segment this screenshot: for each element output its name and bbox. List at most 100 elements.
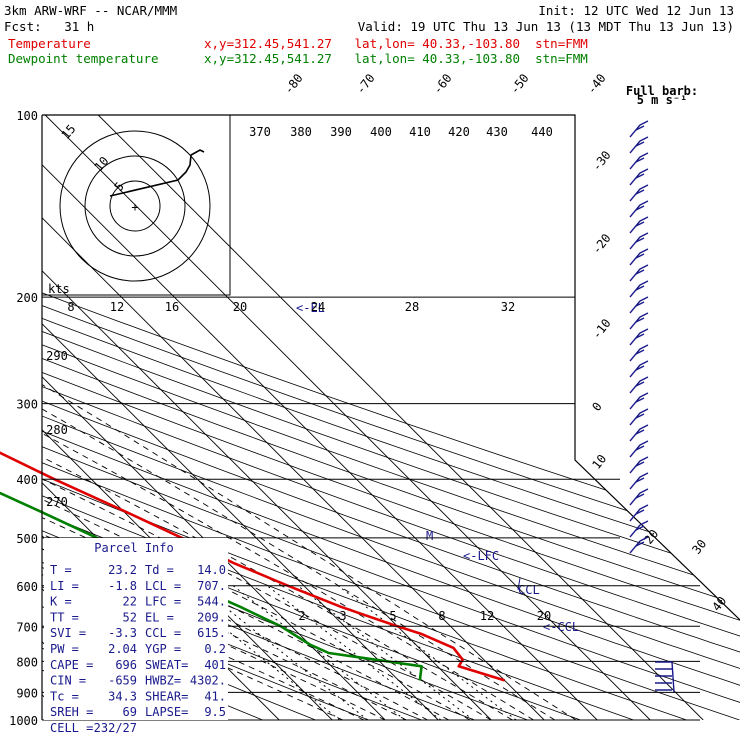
- pressure-tick-label: 1000: [9, 714, 38, 728]
- wind-barb: [629, 460, 641, 474]
- parcel-row-value2: 9.5: [204, 705, 226, 719]
- wind-barb-flag: [635, 509, 645, 515]
- parcel-row-value2: 707.: [197, 579, 226, 593]
- parcel-row-value: 22: [123, 595, 137, 609]
- hodograph-ring-label: 10: [92, 154, 112, 174]
- parcel-row-value: 232/27: [94, 721, 137, 735]
- parcel-row-label2: YGP =: [145, 642, 181, 656]
- moist-adiabat: [42, 296, 365, 720]
- temperature-tick-label: 40: [709, 594, 729, 614]
- wind-barb-flag: [639, 472, 649, 478]
- dry-adiabat: [42, 115, 740, 720]
- parcel-info-panel: Parcel Info T = 23.2 Td = 14.0 LI = -1.8 LCL = 7…: [44, 538, 228, 735]
- init-time: Init: 12 UTC Wed 12 Jun 13: [538, 3, 734, 18]
- wind-barb-flag: [639, 328, 649, 334]
- parcel-title: Parcel Info: [94, 541, 173, 555]
- theta-label: 440: [531, 125, 553, 139]
- wind-barb: [629, 156, 641, 170]
- dry-adiabat: [42, 115, 740, 720]
- wind-barb-flag: [635, 381, 645, 387]
- moist-adiabat: [42, 296, 450, 720]
- dry-adiabat: [42, 115, 740, 720]
- wind-barb-flag: [635, 349, 645, 355]
- parcel-row-value: 2.04: [108, 642, 137, 656]
- legend-temperature-coords: x,y=312.45,541.27 lat,lon= 40.33,-103.80…: [204, 36, 588, 51]
- parcel-row-value: 696: [115, 658, 137, 672]
- temperature-tick-label: 10: [589, 452, 609, 472]
- forecast-hour: Fcst: 31 h: [4, 19, 95, 34]
- wind-barb-flag: [635, 205, 645, 211]
- wind-barb-flag: [635, 285, 645, 291]
- wind-barb: [629, 476, 641, 490]
- el-annotation: <-EL: [296, 301, 325, 315]
- wind-barb-flag: [639, 536, 649, 542]
- wind-barb-flag: [635, 141, 645, 147]
- wind-barb: [629, 284, 641, 298]
- wind-barb-flag: [635, 525, 645, 531]
- parcel-row-label: TT =: [50, 610, 79, 624]
- wind-barbs: Full barb:5 m s⁻¹: [626, 84, 698, 693]
- theta-label: 420: [448, 125, 470, 139]
- theta-label: 390: [330, 125, 352, 139]
- wind-barb-flag: [639, 248, 649, 254]
- barb-legend-title: Full barb:: [626, 84, 698, 98]
- theta-left-label: 270: [46, 495, 68, 509]
- sounding-traces: M <-LFC CCL <-CCL <-EL: [0, 301, 579, 682]
- top-scale-label: 16: [165, 300, 179, 314]
- dry-adiabat: [42, 115, 740, 720]
- wind-barb: [629, 268, 641, 282]
- mixing-ratio-label: 12: [480, 609, 494, 623]
- parcel-row-value2: 401: [204, 658, 226, 672]
- ccl-tick: [517, 577, 521, 591]
- parcel-row-label: SREH =: [50, 705, 93, 719]
- parcel-row-value: 52: [123, 610, 137, 624]
- wind-barb-flag: [639, 440, 649, 446]
- temperature-tick-label: -30: [589, 148, 613, 174]
- parcel-row-value: -1.8: [108, 579, 137, 593]
- mixing-ratio-label: 2: [298, 609, 305, 623]
- wind-barb-flag: [639, 264, 649, 270]
- valid-time: Valid: 19 UTC Thu 13 Jun 13 (13 MDT Thu …: [357, 19, 734, 34]
- diagram-frame: [41, 114, 740, 720]
- wind-barb: [629, 380, 641, 394]
- isotherm-line: [97, 115, 704, 720]
- wind-barb-flag: [639, 296, 649, 302]
- parcel-row-label2: CCL =: [145, 626, 181, 640]
- theta-label: 410: [409, 125, 431, 139]
- wind-barb-flag: [635, 413, 645, 419]
- hodograph-ring: [59, 130, 211, 282]
- moist-adiabat: [42, 296, 343, 720]
- wind-barb-flag: [639, 216, 649, 222]
- wind-barb-flag: [635, 221, 645, 227]
- wind-barb: [629, 300, 641, 314]
- wind-barb-flag: [635, 125, 645, 131]
- pressure-tick-label: 900: [16, 686, 38, 700]
- wind-barb-flag: [639, 120, 649, 126]
- theta-left-label: 290: [46, 349, 68, 363]
- wind-barb: [629, 348, 641, 362]
- temperature-tick-label: -80: [281, 71, 305, 97]
- wind-barb-flag: [635, 333, 645, 339]
- parcel-row-label2: LCL =: [145, 579, 181, 593]
- theta-label: 400: [370, 125, 392, 139]
- wind-barb-flag: [635, 397, 645, 403]
- dry-adiabat: [42, 115, 740, 720]
- wind-barb: [629, 172, 641, 186]
- mixing-ratio-label: 8: [438, 609, 445, 623]
- barb-legend-units: 5 m s⁻¹: [637, 93, 688, 107]
- wind-barb-flag: [635, 301, 645, 307]
- top-scale-label: 12: [110, 300, 124, 314]
- wind-barb: [629, 140, 641, 154]
- theta-label: 370: [249, 125, 271, 139]
- wind-barb: [629, 252, 641, 266]
- isotherm-line: [42, 115, 492, 720]
- wind-barb: [629, 316, 641, 330]
- hodograph-units-label: kts: [48, 282, 70, 296]
- dry-adiabat: [42, 115, 740, 720]
- wind-barb: [629, 220, 641, 234]
- wind-barb-flag: [639, 424, 649, 430]
- wind-barb: [629, 188, 641, 202]
- top-scale-label: 8: [67, 300, 74, 314]
- wind-barb-flag: [635, 157, 645, 163]
